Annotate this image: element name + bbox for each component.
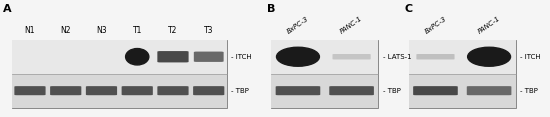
Text: - TBP: - TBP [520,88,538,94]
FancyBboxPatch shape [12,40,227,74]
Text: N3: N3 [96,26,107,35]
FancyBboxPatch shape [409,74,516,108]
Text: C: C [404,4,412,13]
Text: N2: N2 [60,26,71,35]
Text: - ITCH: - ITCH [520,54,541,60]
Text: PANC-1: PANC-1 [339,15,364,35]
FancyBboxPatch shape [193,86,224,95]
Text: A: A [3,4,12,13]
FancyBboxPatch shape [329,86,374,95]
Ellipse shape [277,47,320,66]
FancyBboxPatch shape [271,74,378,108]
Text: - TBP: - TBP [231,88,249,94]
Text: T2: T2 [168,26,178,35]
FancyBboxPatch shape [194,52,224,62]
Text: B: B [267,4,275,13]
Ellipse shape [125,49,149,65]
Text: T1: T1 [133,26,142,35]
Text: T3: T3 [204,26,213,35]
Text: BxPC-3: BxPC-3 [424,16,447,35]
Text: - ITCH: - ITCH [231,54,252,60]
FancyBboxPatch shape [271,40,378,108]
FancyBboxPatch shape [409,40,516,108]
FancyBboxPatch shape [276,86,320,95]
Text: BxPC-3: BxPC-3 [286,16,310,35]
Text: PANC-1: PANC-1 [477,15,502,35]
FancyBboxPatch shape [157,51,189,62]
Text: - LATS-1: - LATS-1 [383,54,411,60]
Text: N1: N1 [25,26,35,35]
FancyBboxPatch shape [271,40,378,74]
FancyBboxPatch shape [86,86,117,95]
FancyBboxPatch shape [14,86,46,95]
Text: - TBP: - TBP [383,88,400,94]
FancyBboxPatch shape [416,54,454,59]
Ellipse shape [468,47,510,66]
FancyBboxPatch shape [12,74,227,108]
FancyBboxPatch shape [50,86,81,95]
FancyBboxPatch shape [467,86,512,95]
FancyBboxPatch shape [122,86,153,95]
FancyBboxPatch shape [12,40,227,108]
FancyBboxPatch shape [413,86,458,95]
FancyBboxPatch shape [157,86,189,95]
FancyBboxPatch shape [333,54,371,59]
FancyBboxPatch shape [409,40,516,74]
